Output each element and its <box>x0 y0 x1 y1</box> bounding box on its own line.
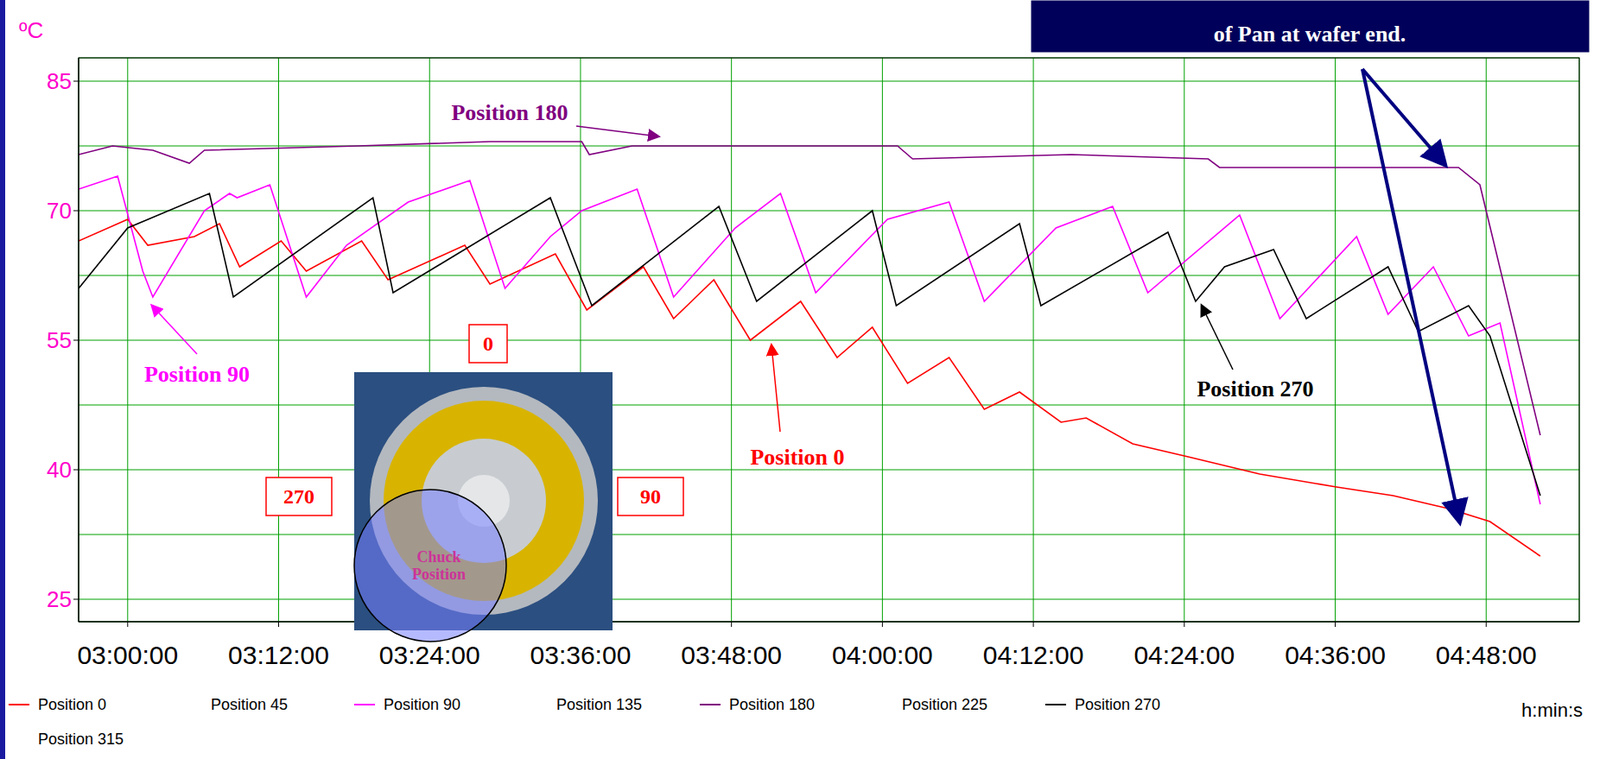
svg-text:85: 85 <box>46 68 72 95</box>
svg-text:Position 180: Position 180 <box>450 100 568 126</box>
svg-text:04:48:00: 04:48:00 <box>1435 641 1537 670</box>
html-text:Position 270: Position 270 <box>1074 695 1161 714</box>
svg-text:03:48:00: 03:48:00 <box>680 641 782 670</box>
html-text:Position 45: Position 45 <box>210 695 288 714</box>
svg-text:70: 70 <box>46 197 72 224</box>
svg-text:25: 25 <box>46 586 72 613</box>
svg-text:40: 40 <box>46 457 72 483</box>
html-text:Position 135: Position 135 <box>556 695 642 714</box>
svg-text:Position 90: Position 90 <box>144 361 250 388</box>
svg-text:03:24:00: 03:24:00 <box>379 641 481 670</box>
svg-text:03:00:00: 03:00:00 <box>76 641 178 670</box>
svg-text:04:36:00: 04:36:00 <box>1284 641 1386 670</box>
svg-text:03:36:00: 03:36:00 <box>530 641 632 670</box>
svg-text:of Pan at wafer end.: of Pan at wafer end. <box>1213 21 1407 47</box>
svg-text:04:12:00: 04:12:00 <box>983 641 1085 670</box>
svg-text:Position 270: Position 270 <box>1196 376 1314 402</box>
svg-text:ºC: ºC <box>19 17 44 44</box>
svg-text:04:24:00: 04:24:00 <box>1133 641 1235 670</box>
html-text:Position 180: Position 180 <box>729 695 815 714</box>
svg-text:0: 0 <box>482 332 494 356</box>
svg-text:ChuckPosition: ChuckPosition <box>412 548 466 584</box>
svg-text:270: 270 <box>283 485 315 508</box>
html-text:Position 90: Position 90 <box>383 695 461 714</box>
svg-text:04:00:00: 04:00:00 <box>831 641 934 670</box>
html-text:Position 0: Position 0 <box>38 695 107 714</box>
html-text:Position 315: Position 315 <box>38 730 124 748</box>
svg-text:90: 90 <box>640 485 661 508</box>
svg-text:h:min:s: h:min:s <box>1521 699 1583 722</box>
svg-text:Position 0: Position 0 <box>749 444 845 470</box>
svg-text:55: 55 <box>46 327 72 354</box>
html-text:Position 225: Position 225 <box>901 695 988 714</box>
svg-text:03:12:00: 03:12:00 <box>228 641 330 670</box>
